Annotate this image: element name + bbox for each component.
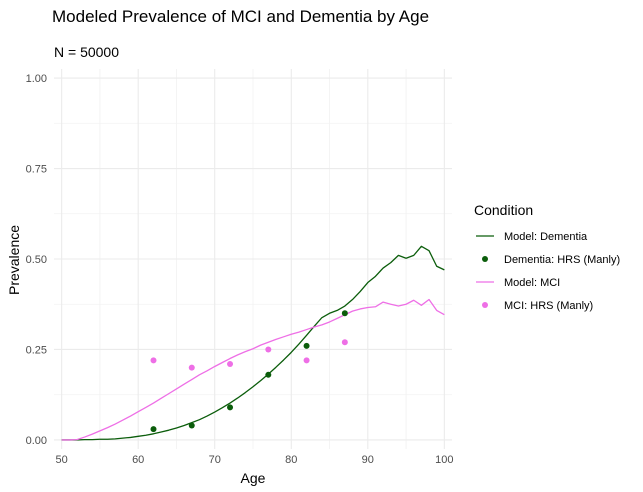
gridlines bbox=[54, 69, 452, 449]
data-point-mci-hrs-manly bbox=[188, 364, 195, 371]
chart-subtitle: N = 50000 bbox=[54, 44, 119, 60]
plot-area bbox=[54, 69, 452, 449]
data-point-mci-hrs-manly bbox=[265, 346, 272, 353]
legend-label: MCI: HRS (Manly) bbox=[504, 300, 593, 312]
data-point-dementia-hrs-manly bbox=[265, 371, 272, 378]
legend-label: Model: Dementia bbox=[504, 231, 588, 243]
x-tick-label: 80 bbox=[285, 454, 297, 466]
chart-title: Modeled Prevalence of MCI and Dementia b… bbox=[52, 7, 429, 26]
data-point-dementia-hrs-manly bbox=[227, 404, 234, 411]
data-point-mci-hrs-manly bbox=[341, 339, 348, 346]
series-line-model-dementia bbox=[61, 245, 445, 441]
y-tick-label: 0.50 bbox=[26, 254, 47, 266]
y-axis-label: Prevalence bbox=[6, 225, 22, 295]
y-tick-label: 1.00 bbox=[26, 73, 47, 85]
legend-key-point bbox=[482, 256, 488, 262]
x-axis-label: Age bbox=[241, 470, 266, 486]
data-point-dementia-hrs-manly bbox=[150, 426, 157, 433]
legend: Condition Model: Dementia Dementia: HRS (… bbox=[474, 202, 620, 312]
y-axis-ticks: 0.00 0.25 0.50 0.75 1.00 bbox=[26, 73, 47, 447]
x-tick-label: 100 bbox=[435, 454, 453, 466]
legend-label: Model: MCI bbox=[504, 277, 560, 289]
x-tick-label: 60 bbox=[132, 454, 144, 466]
legend-key-point bbox=[482, 302, 488, 308]
legend-items: Model: Dementia Dementia: HRS (Manly) Mode… bbox=[476, 231, 620, 312]
data-point-dementia-hrs-manly bbox=[188, 422, 195, 429]
data-point-dementia-hrs-manly bbox=[303, 342, 310, 349]
data-point-dementia-hrs-manly bbox=[341, 310, 348, 317]
y-tick-label: 0.00 bbox=[26, 435, 47, 447]
legend-label: Dementia: HRS (Manly) bbox=[504, 254, 620, 266]
series-line-model-mci bbox=[61, 298, 445, 441]
y-tick-label: 0.75 bbox=[26, 164, 47, 176]
data-point-mci-hrs-manly bbox=[150, 357, 157, 364]
x-tick-label: 70 bbox=[209, 454, 221, 466]
x-tick-label: 50 bbox=[56, 454, 68, 466]
x-tick-label: 90 bbox=[362, 454, 374, 466]
data-point-mci-hrs-manly bbox=[227, 360, 234, 367]
x-axis-ticks: 50 60 70 80 90 100 bbox=[56, 454, 454, 466]
y-tick-label: 0.25 bbox=[26, 344, 47, 356]
legend-title: Condition bbox=[474, 202, 533, 218]
series-layer bbox=[61, 245, 445, 441]
data-point-mci-hrs-manly bbox=[303, 357, 310, 364]
